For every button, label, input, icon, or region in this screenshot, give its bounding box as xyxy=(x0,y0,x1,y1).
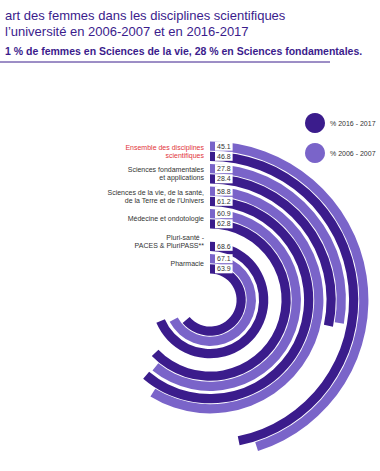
svg-text:Pluri-santé -: Pluri-santé - xyxy=(166,234,204,241)
svg-text:Pharmacie: Pharmacie xyxy=(171,260,205,267)
svg-text:l’université en 2006-2007 et e: l’université en 2006-2007 et en 2016-201… xyxy=(5,24,249,39)
svg-text:63.9: 63.9 xyxy=(217,265,231,272)
svg-text:et applications: et applications xyxy=(159,174,204,182)
svg-text:scientifiques: scientifiques xyxy=(165,152,204,160)
svg-text:Sciences de la vie, de la sant: Sciences de la vie, de la santé, xyxy=(107,189,204,196)
svg-text:Médecine et ondotologie: Médecine et ondotologie xyxy=(128,215,204,223)
svg-text:PACES & PluriPASS**: PACES & PluriPASS** xyxy=(135,242,205,249)
svg-text:% 2016 - 2017: % 2016 - 2017 xyxy=(330,120,376,127)
svg-text:art des femmes dans les discip: art des femmes dans les disciplines scie… xyxy=(5,8,286,23)
svg-text:45.1: 45.1 xyxy=(217,143,231,150)
svg-text:58.8: 58.8 xyxy=(217,188,231,195)
svg-text:60.9: 60.9 xyxy=(217,210,231,217)
svg-text:de la Terre et de l’Univers: de la Terre et de l’Univers xyxy=(125,197,205,204)
svg-text:Sciences fondamentales: Sciences fondamentales xyxy=(128,166,205,173)
svg-text:46.8: 46.8 xyxy=(217,153,231,160)
svg-text:61.2: 61.2 xyxy=(217,198,231,205)
svg-text:% 2006 - 2007: % 2006 - 2007 xyxy=(330,150,376,157)
svg-text:Ensemble des disciplines: Ensemble des disciplines xyxy=(125,144,204,152)
svg-text:28.4: 28.4 xyxy=(217,175,231,182)
svg-text:68.6: 68.6 xyxy=(217,243,231,250)
svg-text:27.8: 27.8 xyxy=(217,165,231,172)
svg-text:67.1: 67.1 xyxy=(217,255,231,262)
svg-text:1 % de femmes en Sciences de l: 1 % de femmes en Sciences de la vie, 28 … xyxy=(5,45,362,57)
svg-text:62.8: 62.8 xyxy=(217,220,231,227)
